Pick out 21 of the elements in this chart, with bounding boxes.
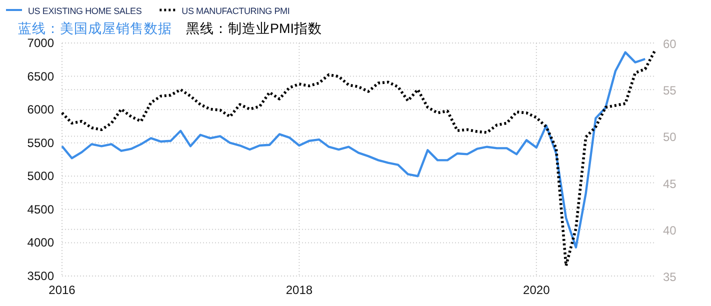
y2-tick-label: 35 [663,270,677,284]
y-tick-label: 4000 [27,236,54,250]
text: 蓝线：美国成屋销售数据 [18,21,172,36]
x-tick-label: 2020 [523,283,550,297]
y-tick-label: 3500 [27,269,54,283]
y2-tick-label: 45 [663,176,677,191]
text: 黑线：制造业PMI指数 [186,21,322,36]
y2-tick-label: 60 [663,37,677,51]
y-tick-label: 6500 [27,69,54,84]
legend-label: US MANUFACTURING PMI [182,6,290,16]
y-tick-label: 6000 [27,102,54,117]
y-tick-label: 7000 [27,36,54,50]
y-tick-label: 5500 [27,136,54,150]
x-tick-label: 2018 [286,283,313,297]
legend-label: US EXISTING HOME SALES [28,6,142,16]
y2-tick-label: 40 [663,223,677,238]
x-tick-label: 2016 [48,283,76,297]
y-tick-label: 4500 [27,202,54,216]
y2-tick-label: 55 [663,84,677,98]
y-tick-label: 5000 [27,169,54,184]
y2-tick-label: 50 [663,130,677,144]
